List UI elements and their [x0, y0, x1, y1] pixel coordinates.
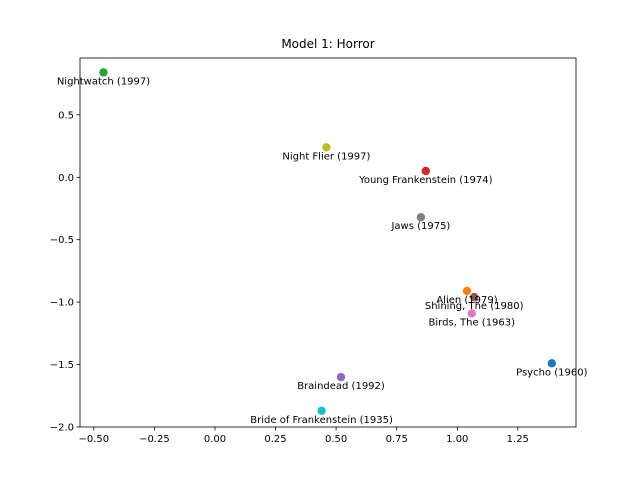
- y-tick-label: −0.5: [50, 235, 74, 246]
- data-point: [421, 166, 430, 176]
- y-tick-label: −1.0: [50, 298, 74, 309]
- data-point: [317, 406, 326, 415]
- data-point: [416, 213, 426, 222]
- x-tick-label: 0.50: [325, 434, 347, 445]
- x-tick-label: −0.25: [139, 434, 170, 445]
- x-tick-label: 0.00: [204, 434, 226, 445]
- data-point: [467, 309, 476, 318]
- point-label: Night Flier (1997): [282, 151, 370, 162]
- axes-layer: −0.50 −0.25 0.00 0.25 0.50 0.75 1.00 1.25 0.5 0.0…: [50, 57, 577, 445]
- x-tick-label: −0.50: [78, 434, 109, 445]
- point-labels-layer: Psycho (1960) Alien (1979) Nightwatch (199…: [57, 76, 588, 425]
- x-tick-label: 1.25: [507, 434, 529, 445]
- x-tick-label: 0.25: [264, 434, 286, 445]
- point-label: Bride of Frankenstein (1935): [250, 415, 393, 426]
- y-tick-label: −2.0: [50, 423, 74, 434]
- data-point: [336, 372, 346, 382]
- y-tick-label: −1.5: [50, 360, 74, 371]
- data-point: [99, 68, 108, 77]
- y-tick-label: 0.5: [58, 110, 74, 121]
- point-label: Young Frankenstein (1974): [358, 175, 493, 186]
- data-point: [547, 359, 556, 368]
- points-layer: [99, 68, 556, 415]
- point-label: Psycho (1960): [516, 367, 587, 378]
- data-point: [462, 286, 472, 296]
- plot-frame: [79, 57, 577, 428]
- point-label: Nightwatch (1997): [57, 76, 150, 87]
- chart-title: Model 1: Horror: [281, 37, 374, 51]
- point-label: Birds, The (1963): [429, 317, 516, 328]
- x-tick-label: 1.00: [446, 434, 468, 445]
- point-label: Shining, The (1980): [425, 301, 524, 312]
- point-label: Jaws (1975): [390, 221, 450, 232]
- data-point: [470, 292, 479, 302]
- y-tick-label: 0.0: [58, 173, 74, 184]
- x-tick-label: 0.75: [386, 434, 408, 445]
- point-label: Alien (1979): [436, 295, 497, 306]
- point-label: Braindead (1992): [297, 381, 385, 392]
- data-point: [322, 143, 331, 152]
